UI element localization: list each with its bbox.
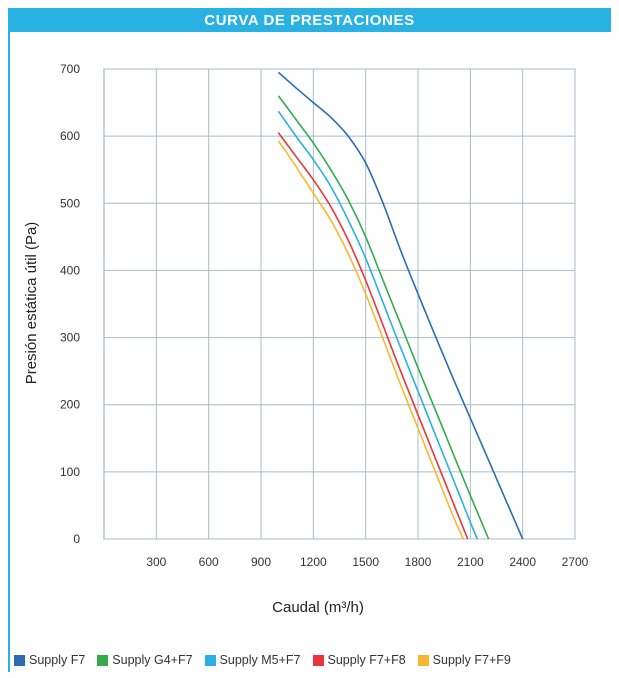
x-tick-label: 1800 [405,555,432,569]
series-line-supply-f7-f8 [277,132,469,540]
legend-swatch [204,654,216,666]
x-axis-title: Caudal (m³/h) [272,599,364,616]
legend-swatch [97,654,109,666]
x-tick-label: 2100 [457,555,484,569]
y-tick-label: 0 [73,532,80,546]
x-tick-label: 600 [199,555,219,569]
y-tick-label: 200 [60,398,80,412]
chart-title: CURVA DE PRESTACIONES [204,11,415,29]
x-tick-label: 900 [251,555,271,569]
x-tick-label: 300 [146,555,166,569]
legend-swatch [417,654,429,666]
axis-ticks: 300 600 900 1200 1500 1800 2100 2400 2700 0 100 200… [60,62,589,569]
y-tick-label: 100 [60,465,80,479]
legend-label: Supply F7+F8 [327,653,406,667]
legend-label: Supply F7+F9 [432,653,511,667]
legend-item: Supply G4+F7 [97,653,193,667]
y-tick-label: 500 [60,196,80,210]
series-lines [277,71,524,540]
x-tick-label: 1500 [352,555,379,569]
grid [103,68,576,540]
legend-item: Supply F7+F9 [417,653,511,667]
y-tick-label: 600 [60,129,80,143]
chart-header: CURVA DE PRESTACIONES [8,8,611,32]
series-line-supply-g4-f7 [277,95,490,540]
legend-item: Supply F7 [14,653,85,667]
x-tick-label: 2700 [562,555,589,569]
legend-swatch [14,654,25,666]
series-line-supply-f7 [277,71,524,540]
series-line-supply-f7-f9 [277,140,465,540]
legend: Supply F7 Supply G4+F7 Supply M5+F7 Supply … [14,650,614,670]
y-axis-title: Presión estática útil (Pa) [23,222,40,385]
legend-label: Supply G4+F7 [112,653,193,667]
y-tick-label: 300 [60,331,80,345]
legend-swatch [312,654,324,666]
left-accent-rule [8,32,10,672]
y-tick-label: 700 [60,62,80,76]
plot-frame [103,68,576,540]
x-tick-label: 2400 [509,555,536,569]
series-line-supply-m5-f7 [277,110,479,540]
legend-item: Supply M5+F7 [204,653,301,667]
legend-label: Supply M5+F7 [219,653,301,667]
x-tick-label: 1200 [300,555,327,569]
y-tick-label: 400 [60,263,80,277]
legend-item: Supply F7+F8 [312,653,406,667]
legend-label: Supply F7 [29,653,86,667]
